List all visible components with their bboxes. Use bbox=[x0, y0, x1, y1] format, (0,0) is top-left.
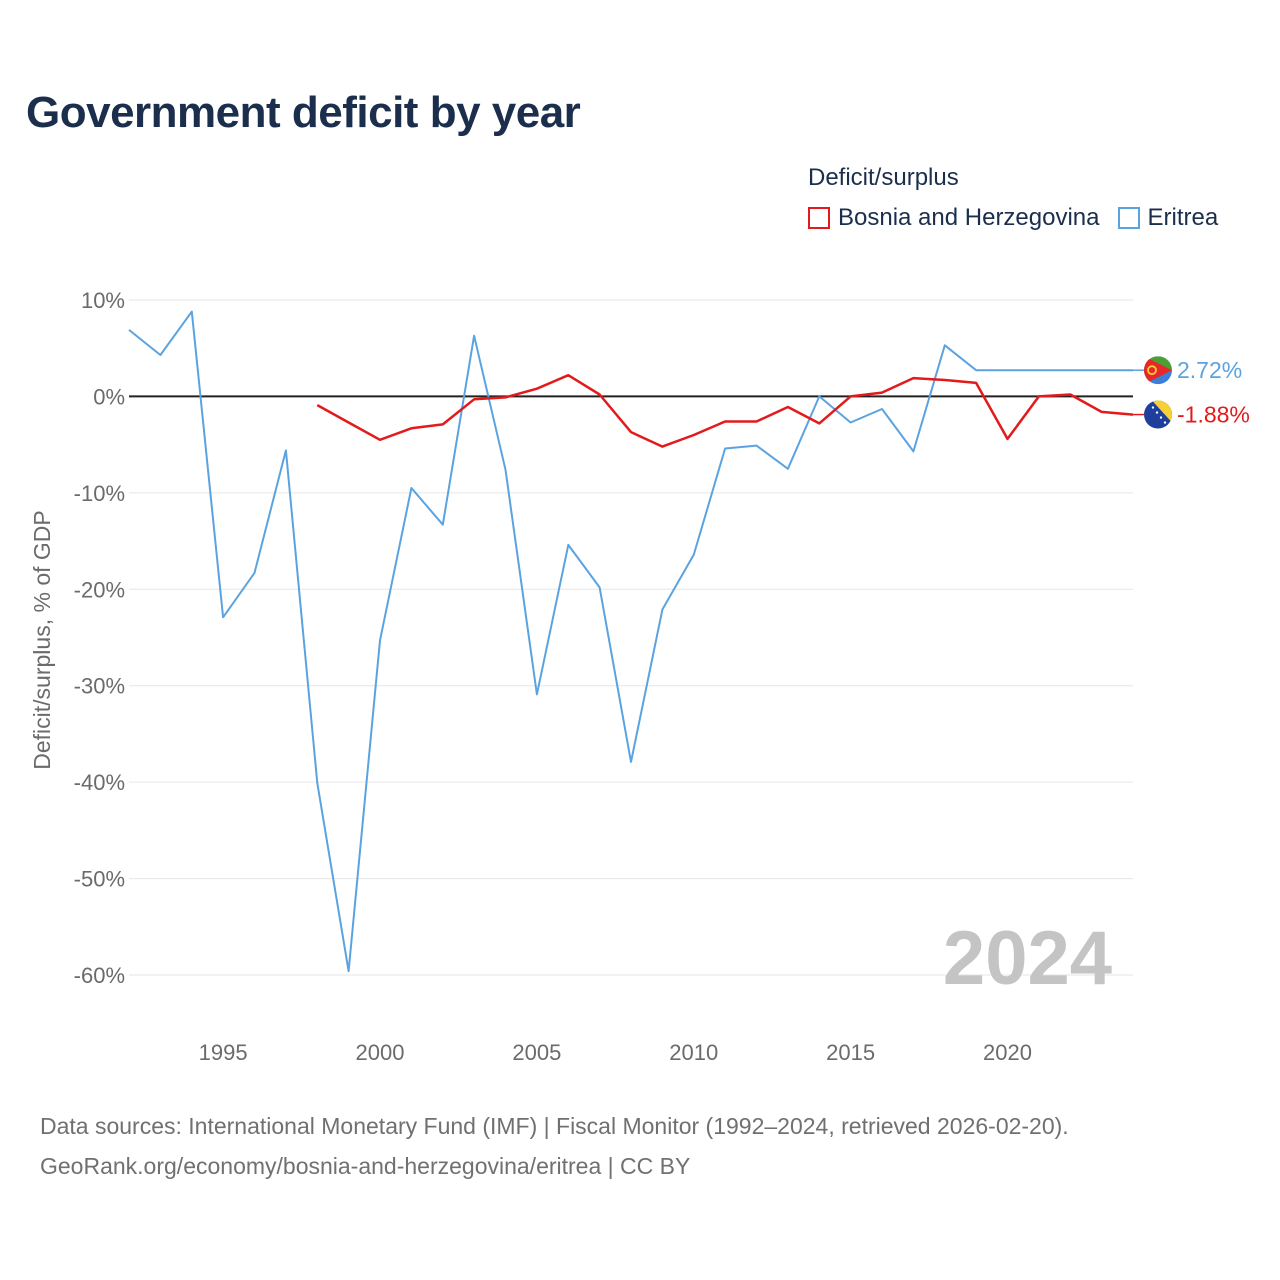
legend-swatch-bosnia bbox=[808, 207, 830, 229]
line-chart: 10% 0% -10% -20% -30% -40% -50% -60% 1995 2000 20… bbox=[29, 288, 1250, 1065]
legend-item-eritrea[interactable]: Eritrea bbox=[1117, 204, 1219, 232]
series-line-eritrea[interactable] bbox=[128, 310, 1133, 973]
y-tick-label: -20% bbox=[74, 577, 125, 602]
x-tick-label: 2000 bbox=[356, 1040, 405, 1065]
legend-title: Deficit/surplus bbox=[808, 164, 959, 191]
x-axis-ticks: 1995 2000 2005 2010 2015 2020 bbox=[199, 1040, 1032, 1065]
y-tick-label: -60% bbox=[74, 963, 125, 988]
series-lines bbox=[128, 310, 1134, 973]
x-tick-label: 2005 bbox=[512, 1040, 561, 1065]
footer: Data sources: International Monetary Fun… bbox=[40, 1106, 1069, 1186]
legend-swatch-eritrea bbox=[1117, 207, 1140, 229]
end-markers: 2.72% -1.88% bbox=[1133, 356, 1250, 429]
year-watermark: 2024 bbox=[943, 916, 1112, 1001]
gridlines bbox=[129, 299, 1133, 976]
eritrea-flag-icon bbox=[1133, 356, 1172, 385]
y-tick-label: -30% bbox=[74, 674, 125, 699]
eritrea-end-label: 2.72% bbox=[1177, 357, 1242, 383]
legend: Bosnia and Herzegovina Eritrea bbox=[808, 204, 1218, 232]
x-tick-label: 2010 bbox=[669, 1040, 718, 1065]
y-axis-title: Deficit/surplus, % of GDP bbox=[29, 510, 55, 769]
y-tick-label: 0% bbox=[93, 384, 125, 409]
x-tick-label: 2015 bbox=[826, 1040, 875, 1065]
chart-title: Government deficit by year bbox=[26, 88, 581, 137]
x-tick-label: 1995 bbox=[199, 1040, 248, 1065]
y-axis-ticks: 10% 0% -10% -20% -30% -40% -50% -60% bbox=[74, 288, 125, 988]
legend-label-bosnia: Bosnia and Herzegovina bbox=[838, 204, 1100, 231]
series-line-bosnia[interactable] bbox=[316, 373, 1134, 448]
y-tick-label: 10% bbox=[81, 288, 125, 313]
bosnia-flag-icon bbox=[1133, 400, 1172, 429]
y-tick-label: -40% bbox=[74, 770, 125, 795]
y-tick-label: -10% bbox=[74, 481, 125, 506]
x-tick-label: 2020 bbox=[983, 1040, 1032, 1065]
bosnia-end-label: -1.88% bbox=[1177, 402, 1250, 428]
footer-attribution[interactable]: GeoRank.org/economy/bosnia-and-herzegovi… bbox=[40, 1153, 691, 1179]
legend-item-bosnia[interactable]: Bosnia and Herzegovina bbox=[808, 204, 1100, 232]
footer-sources: Data sources: International Monetary Fun… bbox=[40, 1113, 1069, 1139]
legend-label-eritrea: Eritrea bbox=[1147, 204, 1219, 231]
y-tick-label: -50% bbox=[74, 867, 125, 892]
